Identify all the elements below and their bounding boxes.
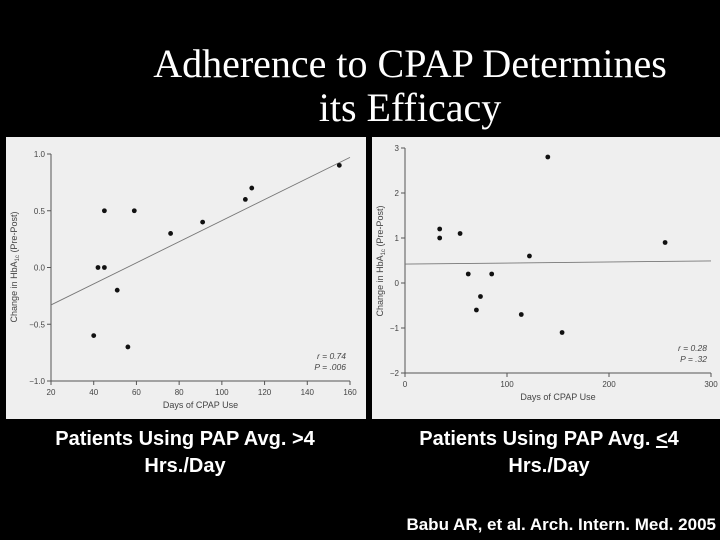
y-axis-label: Change in HbA1c (Pre-Post)	[9, 212, 21, 323]
y-tick-label: −0.5	[29, 320, 45, 329]
data-point	[242, 197, 248, 202]
stats-annotation: r = 0.28	[678, 343, 707, 353]
x-tick-label: 40	[89, 388, 98, 397]
data-point	[101, 265, 107, 270]
data-point	[249, 185, 255, 191]
x-tick-label: 120	[258, 388, 272, 397]
data-point	[478, 294, 483, 299]
y-tick-label: 0	[395, 279, 400, 288]
y-tick-label: 3	[395, 144, 400, 153]
stats-annotation: P = .32	[680, 354, 707, 364]
y-tick-label: 1.0	[34, 150, 46, 159]
data-point	[437, 226, 443, 232]
data-point	[168, 231, 174, 236]
y-axis-label: Change in HbA1c (Pre-Post)	[375, 206, 387, 317]
data-point	[437, 235, 443, 241]
data-point	[489, 271, 495, 277]
x-axis-label: Days of CPAP Use	[520, 392, 595, 402]
x-tick-label: 200	[602, 380, 616, 389]
x-tick-label: 300	[704, 380, 718, 389]
data-point	[465, 271, 471, 277]
data-point	[200, 219, 206, 225]
caption-right-tail: 4 Hrs./Day	[508, 428, 679, 477]
stats-annotation: r = 0.74	[317, 351, 346, 361]
y-tick-label: −2	[390, 369, 400, 378]
x-tick-label: 20	[47, 388, 56, 397]
scatter-chart-adherent: 20 40 60 80 100 120 140 160 −1.0 −0.5 0.0 0.5 1.0 Day…	[9, 150, 357, 410]
data-point	[527, 253, 532, 259]
x-tick-label: 100	[500, 380, 514, 389]
data-point	[457, 231, 463, 236]
y-axis-label-subscript: 1c	[381, 249, 387, 255]
y-tick-label: −1	[390, 324, 400, 333]
y-axis-label-subscript: 1c	[15, 255, 21, 261]
slide-title: Adherence to CPAP Determines its Efficac…	[100, 42, 720, 130]
x-tick-label: 140	[301, 388, 315, 397]
x-tick-label: 80	[175, 388, 184, 397]
y-axis-label-main: Change in HbA	[9, 261, 19, 322]
chart-panel-right: 0 100 200 300 −2 −1 0 1 2 3 Days of CPAP Use Change…	[372, 137, 720, 419]
data-point	[131, 208, 137, 214]
y-tick-label: 0.5	[34, 207, 46, 216]
slide-title-line2: its Efficacy	[318, 85, 502, 130]
data-point	[336, 162, 342, 168]
regression-line	[50, 157, 351, 306]
y-axis-label-tail: (Pre-Post)	[375, 206, 385, 250]
x-tick-label: 100	[215, 388, 229, 397]
y-tick-label: −1.0	[29, 377, 45, 386]
chart-panel-left: 20 40 60 80 100 120 140 160 −1.0 −0.5 0.0 0.5 1.0 Day…	[6, 137, 366, 419]
x-tick-label: 160	[343, 388, 357, 397]
x-axis-label: Days of CPAP Use	[163, 400, 238, 410]
data-point	[101, 208, 107, 214]
citation: Babu AR, et al. Arch. Intern. Med. 2005	[406, 515, 716, 534]
stats-annotation: P = .006	[314, 362, 346, 372]
y-axis-label-main: Change in HbA	[375, 255, 385, 316]
caption-right-symbol: <	[655, 428, 668, 450]
regression-line	[404, 260, 712, 265]
y-axis-label-tail: (Pre-Post)	[9, 212, 19, 256]
scatter-chart-nonadherent: 0 100 200 300 −2 −1 0 1 2 3 Days of CPAP Use Change…	[375, 144, 718, 402]
data-point	[662, 240, 668, 245]
x-tick-label: 0	[403, 380, 408, 389]
data-point	[559, 330, 565, 335]
y-tick-label: 1	[395, 234, 400, 243]
x-tick-label: 60	[132, 388, 141, 397]
slide-title-line1: Adherence to CPAP Determines	[153, 41, 667, 86]
data-point	[114, 287, 120, 293]
data-point	[518, 312, 524, 317]
data-point	[125, 344, 131, 350]
data-point	[474, 307, 479, 313]
caption-left: Patients Using PAP Avg. >4 Hrs./Day	[55, 428, 315, 477]
caption-right: Patients Using PAP Avg. <4 Hrs./Day	[384, 426, 714, 480]
y-tick-label: 0.0	[34, 264, 46, 273]
data-point	[95, 265, 101, 270]
data-point	[545, 154, 551, 160]
y-tick-label: 2	[395, 189, 400, 198]
data-point	[91, 333, 97, 338]
caption-right-main: Patients Using PAP Avg.	[419, 428, 656, 450]
